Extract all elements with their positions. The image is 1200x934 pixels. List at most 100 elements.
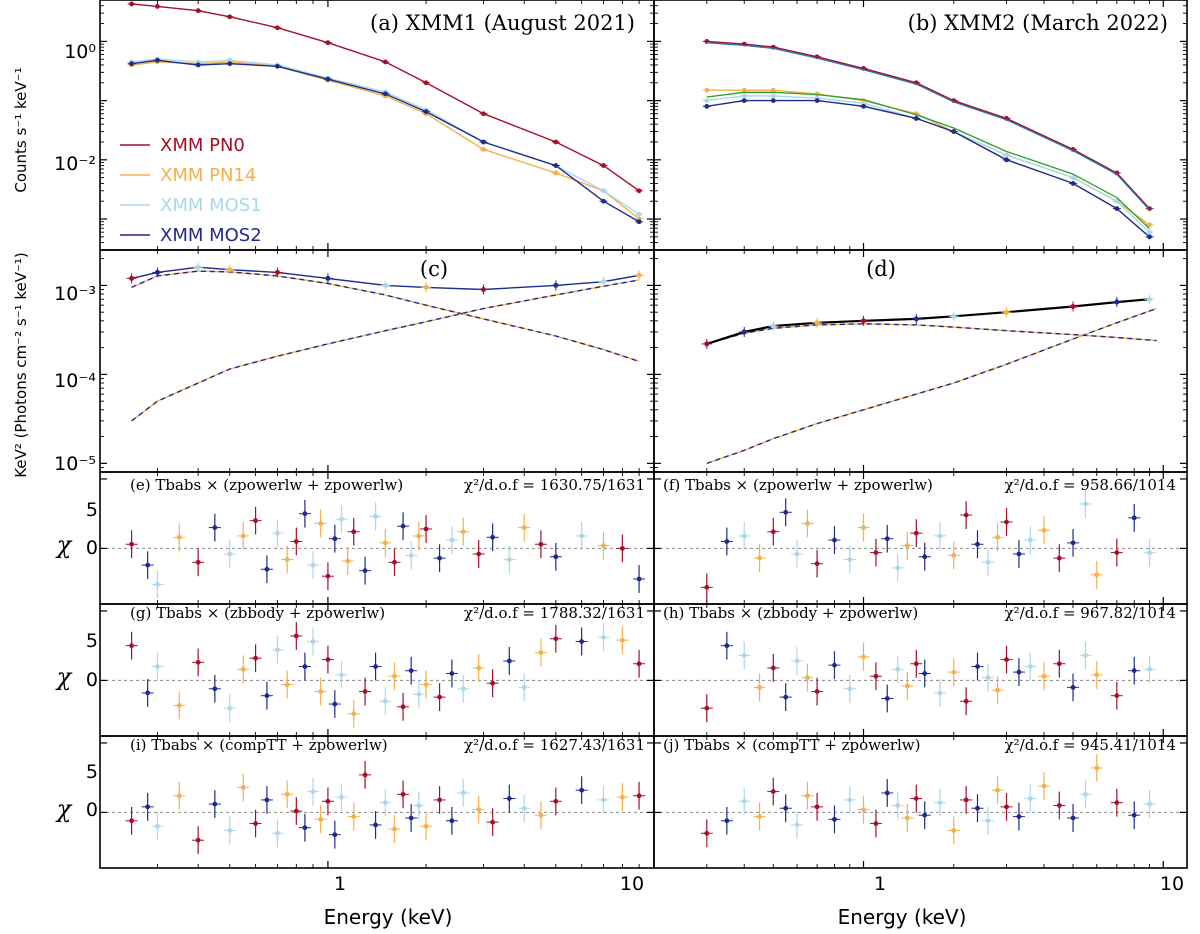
model-line-b-3 xyxy=(706,99,1150,238)
resid-point-g-39 xyxy=(619,637,625,643)
resid-point-i-1 xyxy=(145,804,151,810)
data-point-b-3-3 xyxy=(814,98,820,104)
resid-point-f-0 xyxy=(704,584,710,590)
resid-point-i-16 xyxy=(325,798,331,804)
resid-point-g-5 xyxy=(212,686,218,692)
resid-point-g-25 xyxy=(408,668,414,674)
data-point-b-1-0 xyxy=(704,87,710,93)
resid-point-i-22 xyxy=(382,800,388,806)
resid-point-e-1 xyxy=(145,562,151,568)
y-axis-label-chi-i: χ xyxy=(55,795,73,823)
resid-point-g-2 xyxy=(155,664,160,669)
resid-point-g-22 xyxy=(382,698,388,704)
data-point-b-1-3 xyxy=(814,91,820,97)
resid-point-h-12 xyxy=(873,673,879,679)
model-label-e: (e) Tbabs × (zpowerlw + zpowerlw) xyxy=(130,476,403,494)
resid-point-f-33 xyxy=(1131,515,1137,521)
resid-point-i-3 xyxy=(176,793,182,799)
resid-point-g-32 xyxy=(490,680,496,686)
resid-point-i-4 xyxy=(195,837,201,843)
resid-point-e-13 xyxy=(302,511,308,517)
data-point-b-2-7 xyxy=(1004,152,1009,158)
resid-point-j-13 xyxy=(884,790,890,796)
model-label-i: (i) Tbabs × (compTT + zpowerlw) xyxy=(130,736,388,754)
resid-point-g-38 xyxy=(601,634,606,640)
resid-point-i-26 xyxy=(416,803,422,808)
resid-point-g-36 xyxy=(553,636,559,642)
resid-point-h-7 xyxy=(805,675,810,681)
resid-point-f-26 xyxy=(1027,537,1033,543)
legend-label-pn0: XMM PN0 xyxy=(160,135,245,156)
flux-point-c-4 xyxy=(274,269,280,275)
flux-point-d-1 xyxy=(741,329,747,335)
resid-point-g-27 xyxy=(423,682,429,687)
resid-point-j-30 xyxy=(1083,791,1088,797)
resid-point-i-15 xyxy=(318,816,324,822)
resid-point-j-28 xyxy=(1056,803,1062,808)
resid-point-h-22 xyxy=(985,675,991,681)
data-point-a-0-2 xyxy=(195,8,201,14)
resid-point-j-25 xyxy=(1016,814,1022,819)
flux-point-c-0 xyxy=(129,275,135,281)
resid-point-e-36 xyxy=(538,541,544,547)
data-point-b-3-2 xyxy=(770,98,776,104)
model-label-h: (h) Tbabs × (zbbody + zpowerlw) xyxy=(663,604,918,622)
resid-point-g-8 xyxy=(253,655,258,661)
resid-point-g-33 xyxy=(506,658,512,664)
resid-point-g-17 xyxy=(332,701,338,707)
resid-point-e-41 xyxy=(636,576,642,582)
y-tick-label-flux-2: 10⁻⁴ xyxy=(54,370,96,392)
data-point-b-3-8 xyxy=(1070,180,1076,186)
x-tick-label-right-1: 1 xyxy=(874,873,886,895)
resid-point-e-26 xyxy=(408,552,414,558)
resid-point-i-6 xyxy=(227,828,233,833)
y-tick-label-counts-2: 10⁻² xyxy=(54,153,96,175)
model-line-a-3 xyxy=(131,59,640,223)
resid-point-h-6 xyxy=(794,658,800,664)
resid-point-i-37 xyxy=(579,787,585,793)
component-d-0-solid xyxy=(706,307,1157,465)
data-point-a-0-7 xyxy=(423,80,429,86)
resid-point-e-12 xyxy=(293,539,299,544)
y-axis-label-flux: KeV² (Photons cm⁻² s⁻¹ keV⁻¹) xyxy=(12,252,30,478)
resid-point-g-19 xyxy=(351,711,357,717)
frame-j xyxy=(653,735,1188,869)
resid-point-g-6 xyxy=(227,705,233,711)
model-line-a-2 xyxy=(131,58,640,215)
x-axis-label-left: Energy (keV) xyxy=(324,905,453,929)
resid-point-f-20 xyxy=(963,512,969,518)
resid-point-j-24 xyxy=(1004,804,1009,810)
resid-point-i-40 xyxy=(636,793,642,799)
resid-point-j-32 xyxy=(1114,800,1120,806)
data-point-a-3-11 xyxy=(636,219,642,225)
resid-point-e-32 xyxy=(476,551,482,557)
stat-label-e: χ²/d.o.f = 1630.75/1631 xyxy=(464,476,645,494)
resid-point-e-0 xyxy=(129,541,135,547)
resid-point-h-1 xyxy=(724,643,730,649)
data-point-a-2-11 xyxy=(636,211,642,217)
y-tick-label-resid-e-0: 0 xyxy=(86,537,98,559)
flux-point-d-3 xyxy=(814,320,820,326)
data-point-a-0-3 xyxy=(227,14,233,20)
stat-label-f: χ²/d.o.f = 958.66/1014 xyxy=(1005,476,1176,494)
resid-point-j-2 xyxy=(741,798,747,804)
y-tick-label-flux-3: 10⁻⁵ xyxy=(54,453,96,475)
resid-point-i-7 xyxy=(240,785,246,790)
resid-point-g-14 xyxy=(310,639,316,644)
resid-point-f-2 xyxy=(741,533,747,539)
resid-point-e-2 xyxy=(155,582,160,587)
resid-point-g-11 xyxy=(284,682,290,687)
resid-point-i-29 xyxy=(449,818,455,824)
resid-point-e-15 xyxy=(318,521,324,526)
resid-point-g-26 xyxy=(416,691,422,697)
y-axis-label-chi-e: χ xyxy=(55,531,73,559)
resid-point-i-11 xyxy=(284,791,290,797)
resid-point-h-5 xyxy=(783,694,789,700)
resid-point-h-26 xyxy=(1027,664,1033,669)
flux-point-d-2 xyxy=(770,323,776,329)
resid-point-g-12 xyxy=(293,633,299,639)
data-point-a-3-5 xyxy=(325,76,331,82)
panel-b-marks xyxy=(702,38,1154,240)
resid-point-i-17 xyxy=(332,832,338,838)
flux-point-d-4 xyxy=(861,318,867,324)
